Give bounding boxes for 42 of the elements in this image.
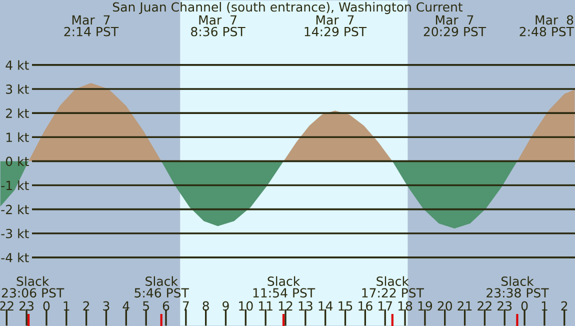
x-tick-label: 11 [259,301,272,310]
x-tick-label: 15 [338,301,352,311]
y-tick-label: -2 kt [1,204,29,214]
x-tick-label: 16 [358,301,372,311]
annotation: Mar 7 2:14 PST [64,15,119,36]
y-tick-label: -3 kt [1,228,29,238]
annotation: Slack 23:06 PST [2,276,64,298]
x-tick-label: 23 [498,301,512,311]
x-tick-label: 18 [398,301,412,311]
annotation: Slack 11:54 PST [253,276,316,298]
annotation: Slack 17:22 PST [362,276,424,298]
y-tick-label: 1 kt [6,132,29,142]
x-tick-label: 6 [162,301,170,311]
x-tick-label: 19 [418,301,432,311]
x-tick-label: 22 [478,301,492,310]
x-tick-label: 12 [278,301,292,310]
annotation: Mar 7 14:29 PST [304,15,367,36]
x-tick-label: 14 [318,301,333,310]
x-tick-label: 2 [561,301,568,310]
annotation: Slack 23:38 PST [486,276,549,298]
x-tick-label: 22 [0,301,14,310]
x-tick-label: 7 [182,301,189,310]
annotation: Mar 8 2:48 PST [520,15,574,36]
x-tick-label: 0 [521,301,528,311]
annotation: Mar 7 20:29 PST [424,15,486,36]
annotation: Slack 5:46 PST [134,276,189,298]
y-tick-label: 4 kt [6,60,29,70]
annotation: Mar 7 8:36 PST [191,15,246,36]
y-tick-label: 2 kt [6,108,29,118]
y-tick-label: 3 kt [6,84,29,94]
x-tick-label: 21 [458,301,472,310]
x-tick-label: 20 [438,301,452,311]
x-tick-label: 10 [239,301,253,311]
x-tick-label: 5 [143,301,149,311]
chart-title: San Juan Channel (south entrance), Washington Current [112,2,463,14]
x-tick-label: 0 [43,301,50,311]
x-tick-label: 4 [122,301,130,310]
y-tick-label: -1 kt [1,180,29,190]
x-tick-label: 17 [378,301,392,310]
x-tick-label: 23 [20,301,34,311]
y-tick-label: -4 kt [1,252,29,262]
x-tick-label: 13 [298,301,312,311]
